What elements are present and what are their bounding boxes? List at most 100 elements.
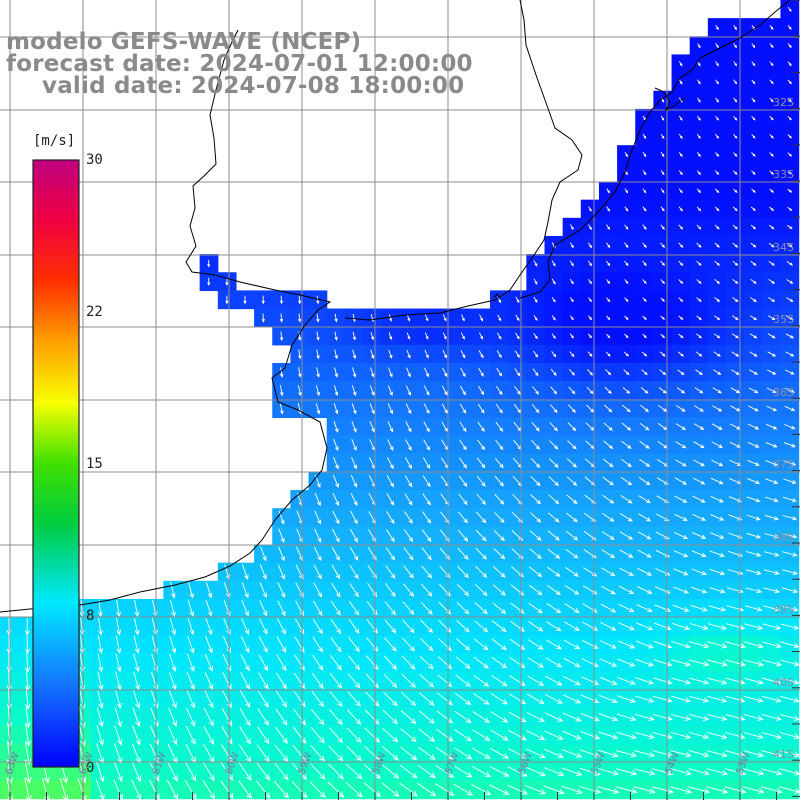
wind-arrow <box>642 279 647 284</box>
wind-arrow <box>331 564 341 580</box>
lat-label-34s: 34S <box>773 241 794 254</box>
wind-arrow <box>169 635 177 654</box>
wind-arrow <box>420 583 433 597</box>
wind-arrow <box>437 692 453 706</box>
wind-arrow <box>298 349 302 360</box>
wind-arrow <box>332 474 339 488</box>
wind-arrow <box>642 206 647 212</box>
wind-arrow <box>169 617 176 636</box>
wind-arrow <box>509 675 526 687</box>
wind-arrow <box>312 654 324 671</box>
wind-arrow <box>364 745 381 761</box>
wind-arrow <box>729 459 742 466</box>
wind-arrow <box>724 786 747 794</box>
wind-arrow <box>600 585 616 595</box>
wind-arrow <box>472 711 490 723</box>
wind-arrow <box>473 638 489 651</box>
wind-arrow <box>370 332 375 341</box>
wind-arrow <box>363 782 382 798</box>
wind-arrow <box>460 332 465 340</box>
wind-arrow <box>751 170 756 175</box>
wind-arrow <box>400 728 417 743</box>
wind-arrow <box>769 188 774 193</box>
wind-arrow <box>24 617 30 636</box>
wind-arrow <box>310 763 326 780</box>
wind-arrow <box>678 297 684 303</box>
wind-arrow <box>279 367 284 378</box>
wind-arrow <box>277 618 286 635</box>
wind-arrow <box>652 732 674 740</box>
wind-arrow <box>653 640 673 649</box>
wind-arrow <box>400 710 417 725</box>
wind-arrow <box>580 694 600 704</box>
wind-arrow <box>588 278 593 285</box>
wind-arrow <box>598 713 619 722</box>
wind-arrow <box>186 671 195 691</box>
wind-arrow <box>441 403 448 414</box>
wind-arrow <box>615 768 638 776</box>
wind-arrow <box>762 623 782 630</box>
lat-label-33s: 33S <box>773 168 794 181</box>
wind-arrow <box>453 747 473 760</box>
wind-arrow <box>351 457 357 470</box>
wind-arrow <box>292 763 307 781</box>
wind-arrow <box>403 583 415 597</box>
wind-arrow <box>259 600 268 617</box>
wind-arrow <box>385 529 395 543</box>
wind-arrow <box>543 748 564 758</box>
wind-arrow <box>405 385 412 396</box>
wind-arrow <box>315 403 321 415</box>
wind-arrow <box>25 688 31 710</box>
wind-arrow <box>204 672 214 691</box>
wind-arrow <box>749 351 758 357</box>
wind-arrow <box>133 653 140 673</box>
wind-arrow <box>786 242 793 248</box>
wind-arrow <box>203 707 214 727</box>
wind-arrow <box>456 602 470 615</box>
wind-arrow <box>671 659 691 667</box>
wind-arrow <box>761 750 783 758</box>
wind-arrow <box>769 79 774 85</box>
wind-arrow <box>689 641 710 649</box>
wind-arrow <box>624 224 629 230</box>
wind-arrow <box>422 475 431 488</box>
wind-arrow <box>624 315 629 321</box>
wind-arrow <box>97 653 104 673</box>
wind-arrow <box>496 385 503 396</box>
wind-arrow <box>311 672 324 689</box>
wind-arrow <box>527 639 544 650</box>
wind-arrow <box>514 368 521 377</box>
wind-arrow <box>567 422 577 432</box>
wind-arrow <box>25 706 31 729</box>
wind-arrow <box>766 387 777 393</box>
wind-arrow <box>623 351 629 357</box>
wind-arrow <box>765 441 778 448</box>
wind-arrow <box>747 441 760 448</box>
wind-arrow <box>751 115 756 121</box>
wind-arrow <box>533 278 538 285</box>
wind-arrow <box>478 350 484 359</box>
wind-arrow <box>442 367 448 378</box>
wind-arrow <box>352 349 357 360</box>
lat-label-36s: 36S <box>773 386 794 399</box>
wind-arrow <box>715 97 719 103</box>
wind-arrow <box>240 636 250 654</box>
wind-arrow <box>455 656 471 669</box>
wind-arrow <box>388 367 393 378</box>
wind-arrow <box>491 638 507 651</box>
wind-arrow <box>454 710 472 724</box>
wind-arrow <box>220 780 234 800</box>
wind-arrow <box>725 641 746 649</box>
wind-arrow <box>694 387 704 394</box>
wind-arrow <box>785 369 795 375</box>
wind-arrow <box>660 279 666 284</box>
wind-arrow <box>314 492 321 507</box>
wind-arrow <box>134 599 140 618</box>
wind-arrow <box>580 731 601 740</box>
wind-arrow <box>745 587 762 594</box>
wind-arrow <box>259 582 267 599</box>
wind-arrow <box>678 206 683 212</box>
wind-arrow <box>615 786 638 794</box>
wind-arrow <box>696 279 702 285</box>
